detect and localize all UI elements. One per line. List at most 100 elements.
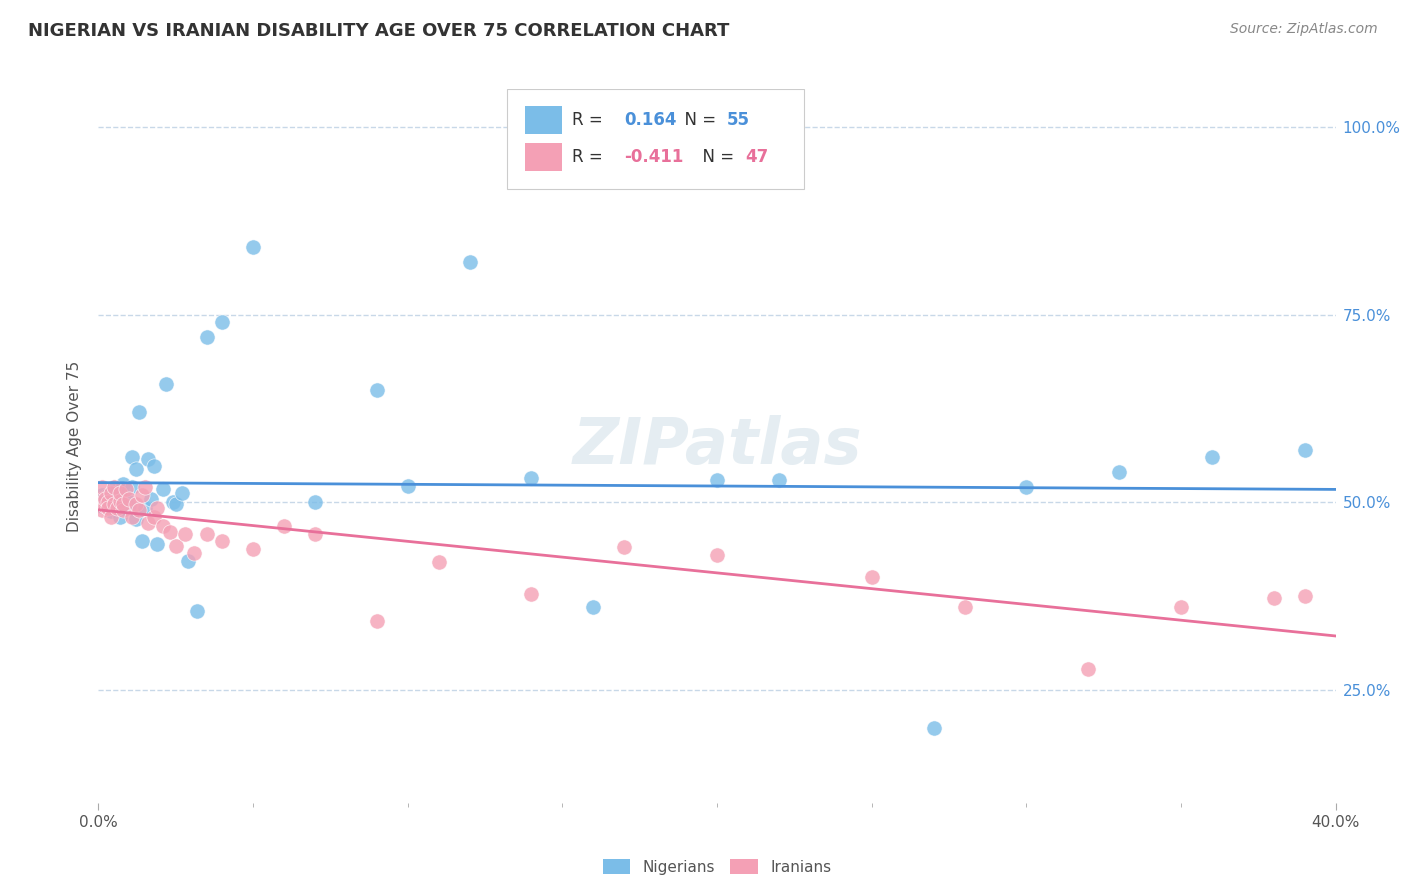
Point (155, 376, 177, 391)
Text: Source: ZipAtlas.com: Source: ZipAtlas.com (1230, 22, 1378, 37)
Point (90, 480, 112, 494)
Point (242, 240, 264, 254)
Y-axis label: Disability Age Over 75: Disability Age Over 75 (67, 360, 83, 532)
Point (136, 516, 159, 531)
Point (108, 493, 131, 508)
Point (1201, 450, 1223, 465)
Point (195, 330, 218, 344)
Point (90, 499, 112, 513)
Point (152, 482, 174, 496)
Point (139, 491, 162, 506)
Point (121, 510, 143, 524)
Point (136, 451, 159, 466)
Text: NIGERIAN VS IRANIAN DISABILITY AGE OVER 75 CORRELATION CHART: NIGERIAN VS IRANIAN DISABILITY AGE OVER … (28, 22, 730, 40)
Point (100, 510, 122, 524)
Point (97, 491, 120, 506)
Text: N =: N = (692, 148, 740, 166)
Bar (526, 143, 562, 171)
Point (112, 503, 135, 517)
Point (458, 255, 481, 269)
Point (183, 546, 205, 560)
Point (128, 405, 150, 419)
Point (134, 501, 156, 516)
Point (582, 600, 605, 615)
Bar (526, 105, 562, 134)
Text: ZIPatlas: ZIPatlas (572, 415, 862, 477)
Legend: Nigerians, Iranians: Nigerians, Iranians (596, 853, 838, 880)
Point (860, 570, 883, 584)
Point (174, 527, 197, 541)
Text: 47: 47 (745, 148, 769, 166)
Point (134, 480, 156, 494)
Point (146, 501, 169, 516)
Point (1077, 662, 1099, 676)
Point (118, 491, 141, 506)
Point (131, 488, 153, 502)
Point (97, 495, 120, 509)
Point (115, 482, 138, 496)
Point (124, 497, 146, 511)
Point (1170, 600, 1192, 615)
Point (427, 556, 450, 570)
Point (143, 510, 166, 524)
Point (105, 501, 128, 516)
Point (100, 504, 122, 518)
Point (108, 510, 131, 524)
Point (108, 484, 131, 499)
Point (211, 534, 233, 549)
Text: -0.411: -0.411 (624, 148, 683, 166)
Point (121, 450, 143, 465)
Point (108, 486, 131, 500)
Point (146, 536, 169, 550)
Point (90, 488, 112, 502)
Text: 0.164: 0.164 (624, 111, 676, 128)
Point (100, 486, 122, 500)
Point (90, 491, 112, 506)
Point (953, 600, 976, 615)
Point (131, 534, 153, 549)
Point (90, 503, 112, 517)
Point (706, 473, 728, 487)
Point (112, 500, 135, 515)
Point (304, 495, 326, 509)
Point (273, 519, 295, 533)
Point (1294, 442, 1316, 457)
Point (90, 491, 112, 506)
Point (103, 497, 125, 511)
Point (159, 525, 181, 540)
Text: R =: R = (572, 111, 609, 128)
Point (396, 479, 419, 493)
Point (93, 493, 115, 508)
Point (211, 315, 233, 329)
Point (103, 480, 125, 494)
Point (97, 501, 120, 516)
Point (922, 721, 945, 735)
Point (143, 459, 166, 474)
Point (103, 495, 125, 509)
Point (165, 497, 187, 511)
FancyBboxPatch shape (506, 89, 804, 189)
Point (93, 497, 115, 511)
Point (97, 499, 120, 513)
Point (128, 503, 150, 517)
Point (1294, 589, 1316, 603)
Point (152, 519, 174, 533)
Text: R =: R = (572, 148, 609, 166)
Point (105, 489, 128, 503)
Point (304, 527, 326, 541)
Point (118, 499, 141, 513)
Point (121, 480, 143, 494)
Point (165, 539, 187, 553)
Point (112, 497, 135, 511)
Point (124, 512, 146, 526)
Point (177, 554, 200, 568)
Point (97, 488, 120, 502)
Text: 55: 55 (727, 111, 749, 128)
Point (366, 383, 388, 397)
Point (93, 491, 115, 506)
Point (162, 495, 184, 509)
Point (108, 495, 131, 509)
Point (93, 499, 115, 513)
Point (366, 614, 388, 628)
Point (1108, 465, 1130, 479)
